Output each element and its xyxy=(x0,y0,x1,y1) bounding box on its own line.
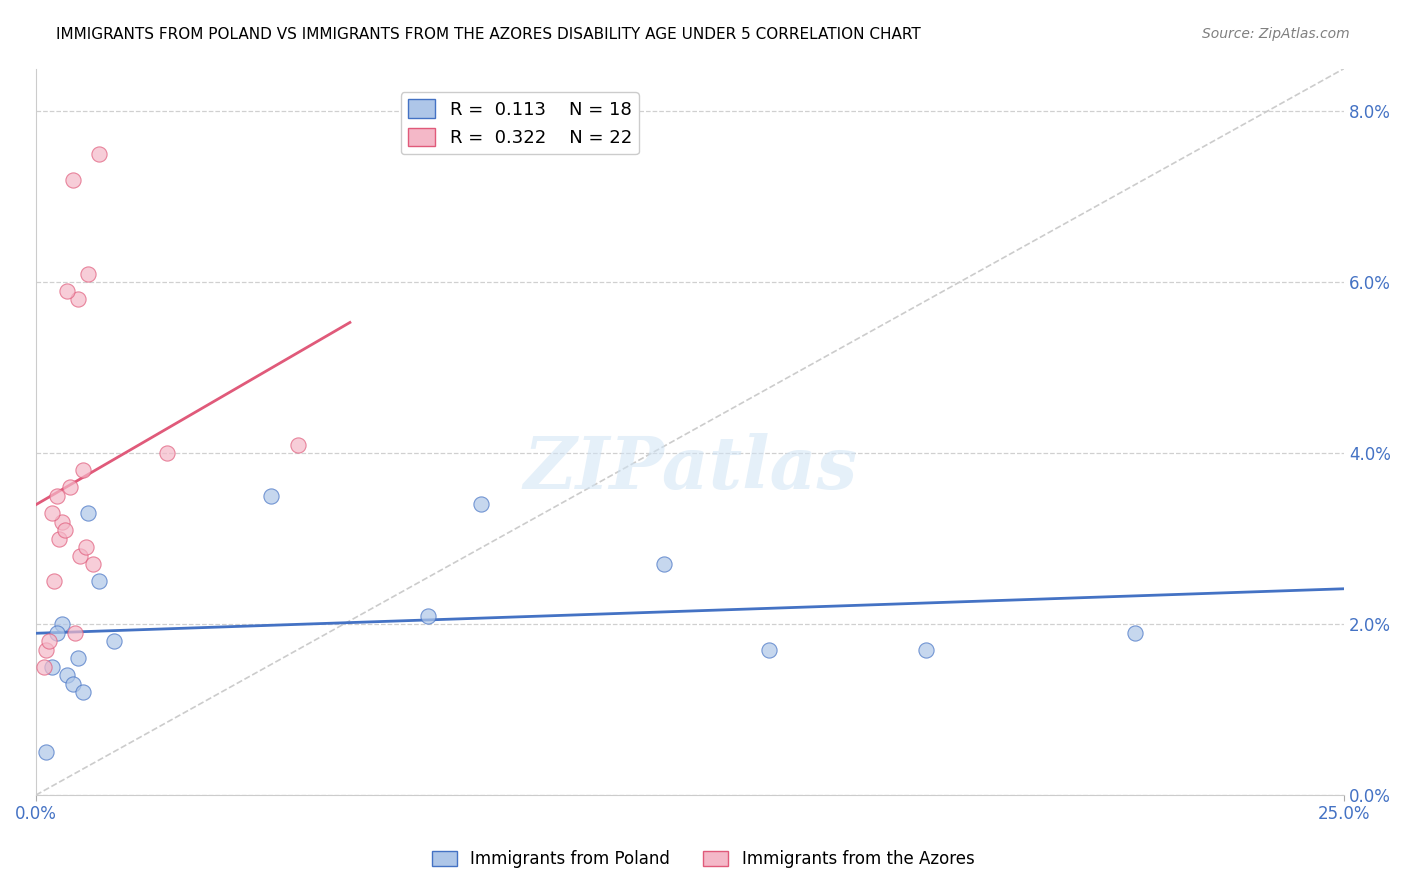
Point xyxy=(62,677,84,691)
Point xyxy=(56,668,79,682)
Point xyxy=(56,284,79,298)
Point xyxy=(35,745,58,759)
Point xyxy=(62,172,84,186)
Text: IMMIGRANTS FROM POLAND VS IMMIGRANTS FROM THE AZORES DISABILITY AGE UNDER 5 CORR: IMMIGRANTS FROM POLAND VS IMMIGRANTS FRO… xyxy=(56,27,921,42)
Point xyxy=(103,634,125,648)
Point xyxy=(652,558,675,572)
Point xyxy=(156,446,179,460)
Point xyxy=(758,642,780,657)
Point xyxy=(87,147,110,161)
Point xyxy=(260,489,283,503)
Point xyxy=(45,625,67,640)
Point xyxy=(72,463,94,477)
Legend: R =  0.113    N = 18, R =  0.322    N = 22: R = 0.113 N = 18, R = 0.322 N = 22 xyxy=(401,92,640,154)
Point xyxy=(77,506,100,520)
Point xyxy=(53,523,76,537)
Point xyxy=(48,532,70,546)
Point xyxy=(66,651,89,665)
Point xyxy=(87,574,110,589)
Point xyxy=(77,267,100,281)
Point xyxy=(41,506,63,520)
Point xyxy=(32,660,55,674)
Point xyxy=(51,515,73,529)
Text: ZIPatlas: ZIPatlas xyxy=(523,433,858,504)
Point xyxy=(66,293,89,307)
Point xyxy=(45,489,67,503)
Point xyxy=(51,617,73,632)
Point xyxy=(44,574,66,589)
Text: Source: ZipAtlas.com: Source: ZipAtlas.com xyxy=(1202,27,1350,41)
Point xyxy=(69,549,91,563)
Point xyxy=(287,437,309,451)
Point xyxy=(1123,625,1146,640)
Point xyxy=(75,540,97,554)
Point xyxy=(63,625,86,640)
Point xyxy=(914,642,936,657)
Legend: Immigrants from Poland, Immigrants from the Azores: Immigrants from Poland, Immigrants from … xyxy=(425,844,981,875)
Point xyxy=(470,498,492,512)
Point xyxy=(41,660,63,674)
Point xyxy=(72,685,94,699)
Point xyxy=(38,634,60,648)
Point xyxy=(35,642,58,657)
Point xyxy=(59,480,82,494)
Point xyxy=(418,608,440,623)
Point xyxy=(82,558,104,572)
